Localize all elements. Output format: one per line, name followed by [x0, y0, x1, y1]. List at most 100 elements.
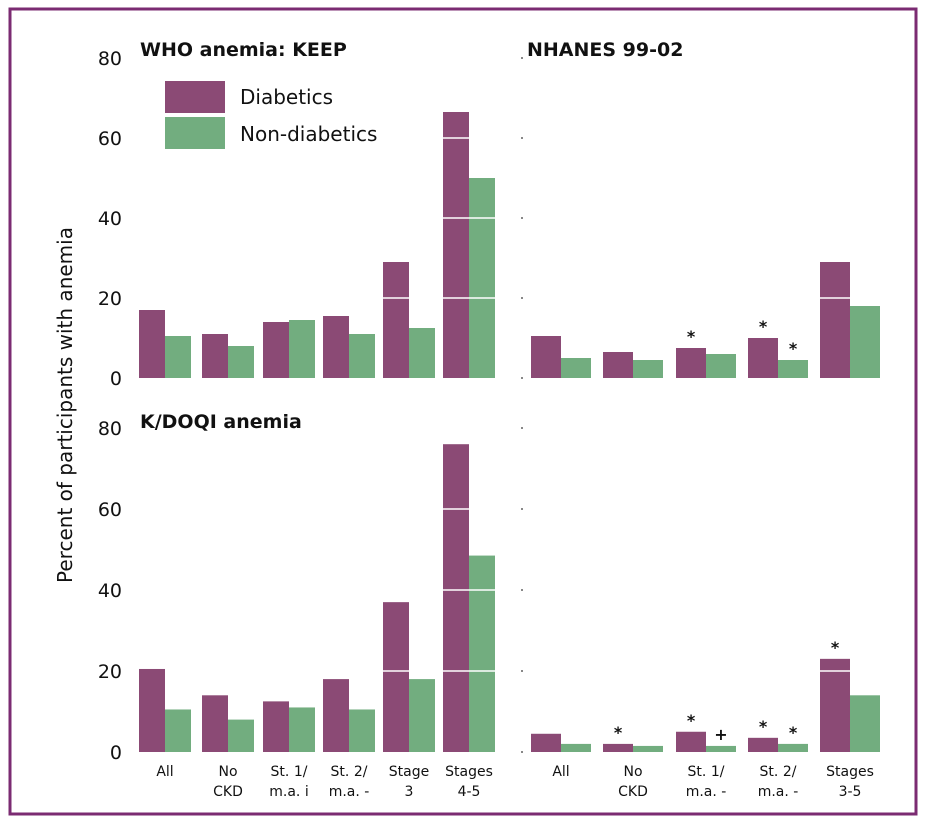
y-tick-label: 40: [98, 580, 122, 602]
category-label: Stages: [826, 764, 874, 780]
significance-marker: *: [614, 723, 623, 742]
y-tick-mark: [521, 217, 523, 219]
bar: [633, 745, 663, 752]
y-tick-mark: [521, 297, 523, 299]
significance-marker: *: [789, 339, 798, 358]
category-label: m.a. i: [269, 784, 308, 800]
category-label: Stage: [389, 764, 429, 780]
y-tick-label: 60: [98, 128, 122, 150]
category-label: No: [623, 764, 642, 780]
category-label: m.a. -: [329, 784, 370, 800]
y-tick-label: 0: [110, 742, 122, 764]
bar: [850, 695, 880, 752]
category-label: CKD: [213, 784, 243, 800]
bar: [469, 555, 495, 752]
significance-marker: *: [789, 723, 798, 742]
y-tick-label: 20: [98, 661, 122, 683]
gridline-break: [443, 297, 469, 299]
gridline-break: [820, 297, 850, 299]
gridline-break: [443, 670, 469, 672]
category-label: 3-5: [839, 784, 862, 800]
bar: [289, 707, 315, 752]
bar: [633, 360, 663, 378]
bar: [202, 695, 228, 752]
category-label: Stages: [445, 764, 493, 780]
gridline-break: [443, 589, 469, 591]
significance-marker: *: [831, 638, 840, 657]
bar: [778, 360, 808, 378]
y-tick-mark: [521, 427, 523, 429]
gridline-break: [469, 589, 495, 591]
category-label: St. 1/: [271, 764, 308, 780]
bar: [778, 743, 808, 752]
bar: [383, 262, 409, 378]
legend-swatch-diabetics: [165, 81, 225, 113]
y-tick-mark: [521, 751, 523, 753]
category-label: St. 2/: [760, 764, 797, 780]
bar: [323, 679, 349, 752]
significance-marker: *: [687, 327, 696, 346]
bar: [748, 338, 778, 378]
bar: [748, 737, 778, 752]
panel-title-nhanes: NHANES 99-02: [527, 39, 683, 61]
bar: [202, 334, 228, 378]
bar: [409, 328, 435, 378]
gridline-break: [443, 508, 469, 510]
gridline-break: [469, 670, 495, 672]
gridline-break: [469, 217, 495, 219]
bar: [820, 262, 850, 378]
bar: [561, 358, 591, 378]
y-tick-label: 20: [98, 288, 122, 310]
significance-marker: +: [714, 725, 727, 744]
legend: Diabetics Non-diabetics: [165, 81, 377, 149]
bar: [383, 602, 409, 752]
y-axis-label: Percent of participants with anemia: [53, 227, 77, 583]
bar: [706, 745, 736, 752]
y-tick-label: 60: [98, 499, 122, 521]
bar: [676, 348, 706, 378]
significance-marker: *: [759, 717, 768, 736]
category-label: m.a. -: [686, 784, 727, 800]
bar: [820, 658, 850, 752]
legend-swatch-non-diabetics: [165, 117, 225, 149]
bar: [349, 334, 375, 378]
category-label: All: [156, 764, 173, 780]
significance-marker: *: [687, 711, 696, 730]
gridline-break: [443, 217, 469, 219]
bar: [531, 733, 561, 752]
bar: [228, 346, 254, 378]
category-label: 4-5: [458, 784, 481, 800]
gridline-break: [383, 670, 409, 672]
y-tick-mark: [521, 589, 523, 591]
y-tick-label: 80: [98, 418, 122, 440]
bar: [603, 743, 633, 752]
panel-title-kdoqi: K/DOQI anemia: [140, 411, 302, 433]
gridline-break: [469, 297, 495, 299]
bar: [531, 336, 561, 378]
gridline-break: [383, 297, 409, 299]
bar: [603, 352, 633, 378]
gridline-break: [820, 670, 850, 672]
category-label: 3: [405, 784, 414, 800]
bar: [139, 668, 165, 752]
y-tick-mark: [521, 508, 523, 510]
bar: [676, 731, 706, 752]
bar: [706, 354, 736, 378]
bar: [469, 178, 495, 378]
y-tick-label: 40: [98, 208, 122, 230]
bar: [289, 320, 315, 378]
y-tick-label: 80: [98, 48, 122, 70]
category-label: m.a. -: [758, 784, 799, 800]
legend-label-non-diabetics: Non-diabetics: [240, 122, 377, 146]
bar: [349, 709, 375, 752]
figure-border: [8, 7, 918, 816]
gridline-break: [443, 137, 469, 139]
bar: [263, 322, 289, 378]
bar: [139, 310, 165, 378]
bar: [323, 316, 349, 378]
y-tick-label: 0: [110, 368, 122, 390]
bar: [443, 112, 469, 378]
category-label: All: [552, 764, 569, 780]
bar: [228, 719, 254, 752]
